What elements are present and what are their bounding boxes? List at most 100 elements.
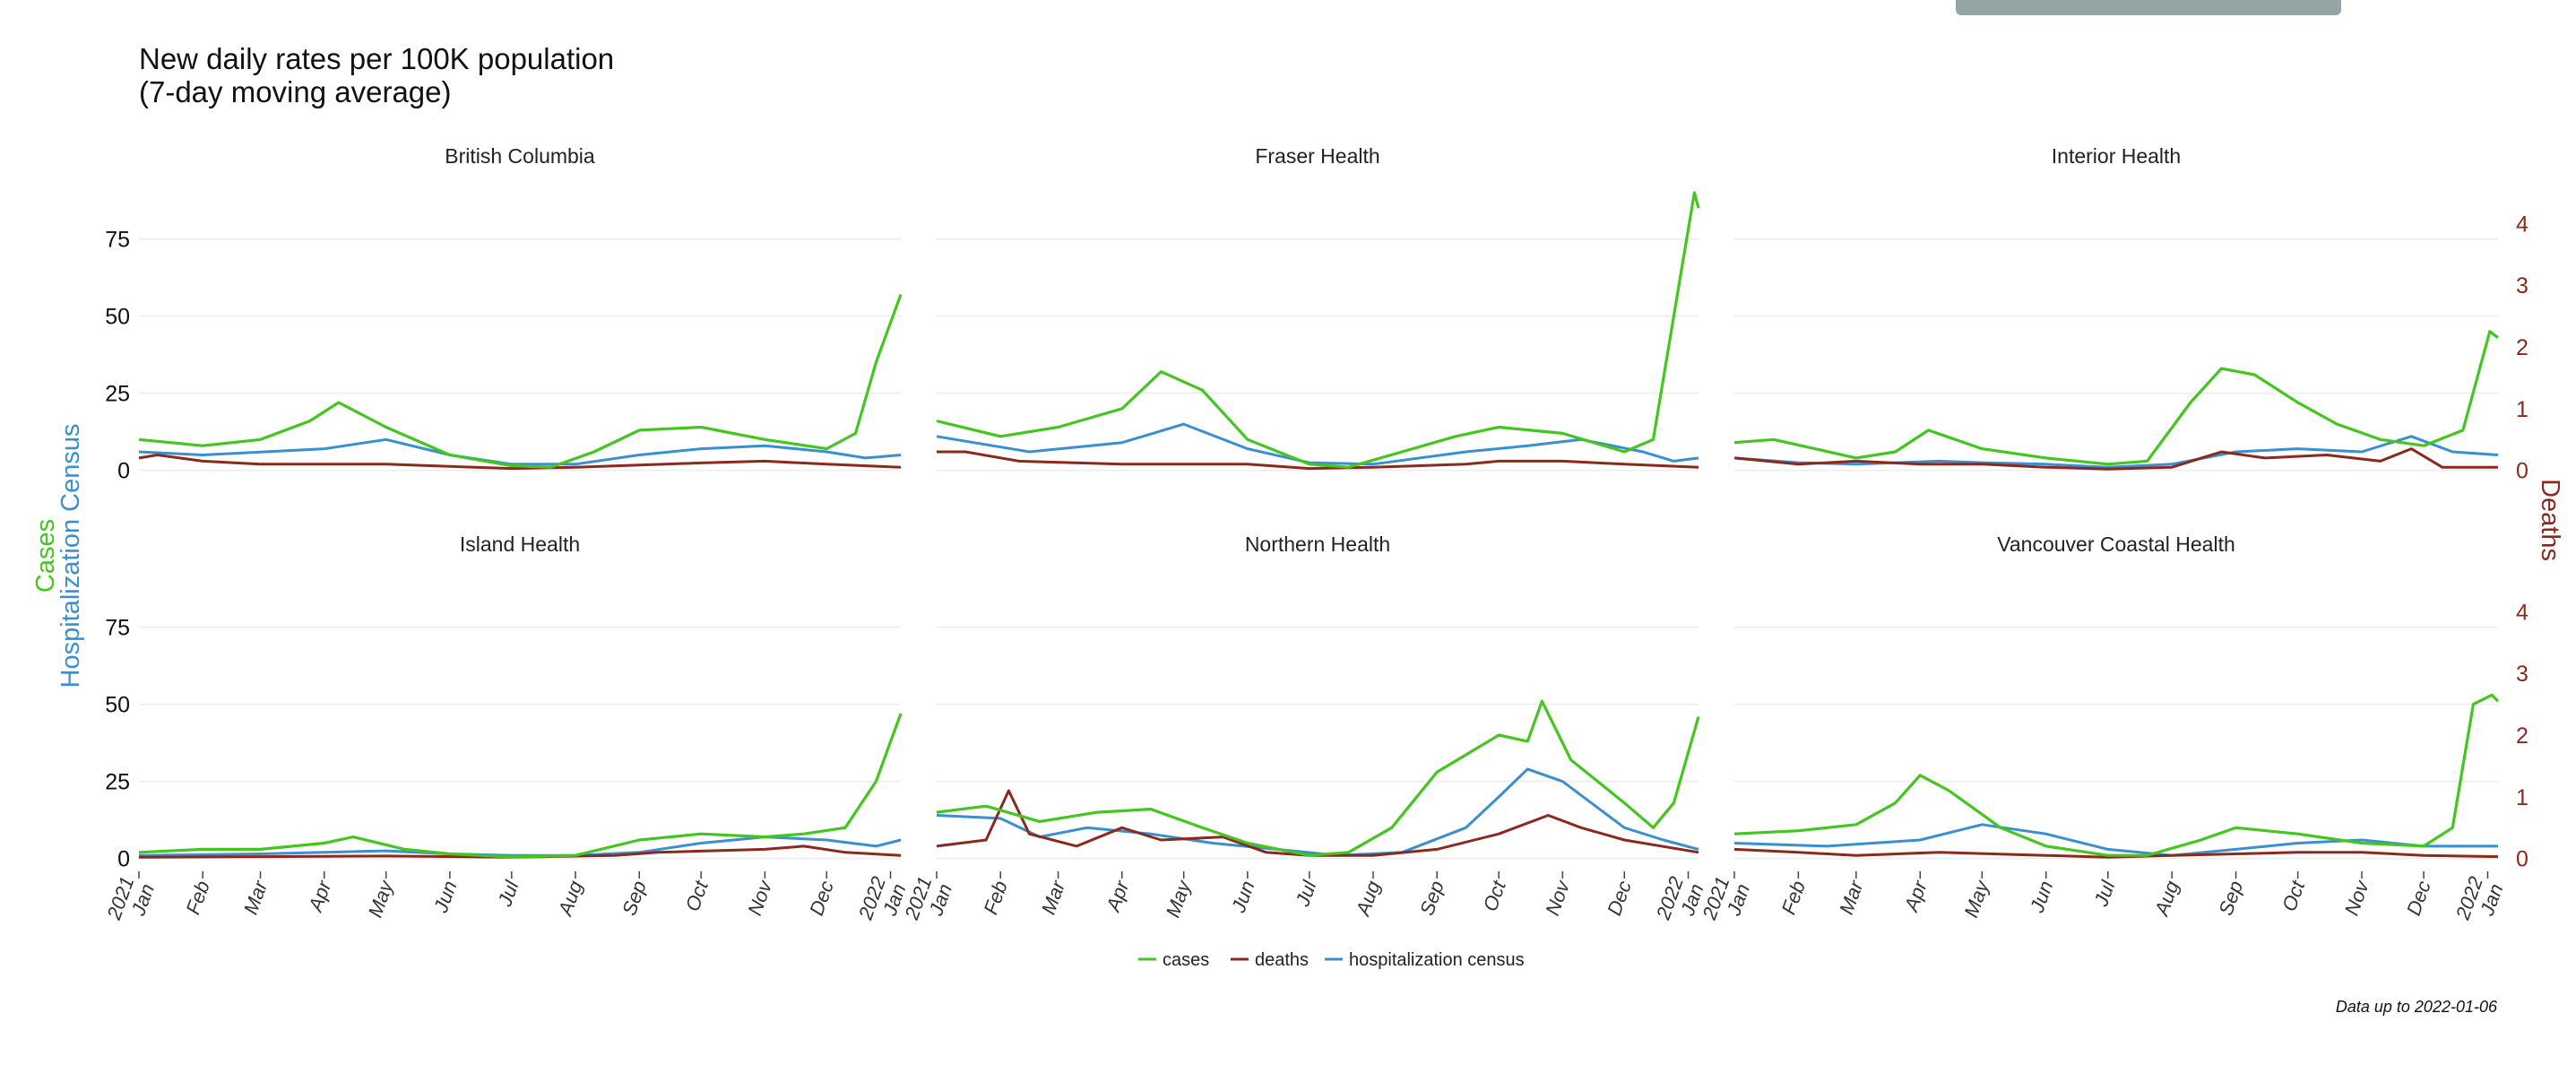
x-tick-label: Apr [304,877,336,916]
panel-british-columbia: British Columbia 0 25 50 75 [105,144,903,484]
x-tick-label: Sep [1415,878,1448,918]
legend-label: cases [1163,950,1209,970]
y-left-tick-label: 0 [117,459,130,484]
panels-layer: British Columbia 0 25 50 75 Fraser Health Inte… [102,144,2528,931]
y-right-tick-label: 3 [2516,662,2528,687]
y-right-tick-label: 0 [2516,459,2528,484]
series-line-cases [138,713,903,859]
x-tick-label: Apr [1899,877,1932,916]
legend-item-cases[interactable]: cases [1138,950,1209,970]
series-line-cases [936,191,1700,469]
legend-item-deaths[interactable]: deaths [1231,950,1309,970]
y-right-tick-label: 4 [2516,600,2528,625]
y-axis-label-deaths: Deaths [2536,479,2564,561]
x-tick-label: Jul [2089,877,2120,910]
legend-label: deaths [1255,950,1309,970]
series-line-cases [1733,330,2499,466]
y-right-tick-label: 2 [2516,723,2528,749]
y-right-tick-label: 2 [2516,335,2528,360]
chart-title-line1: New daily rates per 100K population [139,42,614,75]
x-tick-label: May [1162,876,1196,920]
y-left-tick-label: 50 [105,693,130,718]
y-left-tick-label: 25 [105,382,130,407]
x-tick-label: Jun [429,878,462,916]
series-line-cases [936,699,1700,857]
x-tick-label: Jun [2025,878,2057,916]
x-tick-label: Sep [2214,878,2247,918]
x-tick-label: Aug [1351,877,1385,920]
series-line-deaths [138,844,902,859]
legend-item-hospitalization-census[interactable]: hospitalization census [1325,950,1525,970]
chart-title-line2: (7-day moving average) [139,75,452,108]
x-tick-label: Mar [1037,877,1070,918]
x-tick-label: Mar [239,877,272,918]
y-right-tick-label: 1 [2516,785,2528,810]
series-line-hospitalization [138,836,902,857]
series-line-hospitalization [936,767,1699,857]
x-tick-label: Sep [618,878,651,918]
y-right-tick-label: 1 [2516,397,2528,422]
y-right-tick-label: 3 [2516,273,2528,299]
x-tick-label: Feb [181,878,213,917]
series-line-deaths [936,789,1699,857]
series-line-hospitalization [1733,823,2498,857]
x-tick-label: May [1959,876,1993,920]
x-tick-label: 2021Jan [900,873,956,931]
x-tick-label: 2022Jan [1651,873,1707,931]
panel-title: Fraser Health [1255,144,1379,168]
x-tick-label: Aug [553,877,587,920]
y-right-tick-label: 4 [2516,212,2528,237]
y-axis-label-hosp: Hospitalization Census [56,424,85,688]
y-left-tick-label: 50 [105,305,130,330]
x-tick-label: 2022Jan [853,873,910,931]
y-left-tick-label: 75 [105,228,130,253]
x-tick-label: Jun [1227,878,1259,916]
panel-title: Interior Health [2052,144,2181,168]
panel-fraser-health: Fraser Health [936,144,1700,472]
x-tick-label: May [364,876,398,920]
panel-island-health: Island Health 0 25 50 75 2021Jan Feb Mar Apr May J… [102,532,911,931]
y-left-tick-label: 0 [117,847,130,872]
x-tick-label: Oct [1479,877,1511,914]
x-tick-label: Oct [681,877,713,914]
x-tick-label: Jul [493,877,523,910]
series-line-hospitalization [1733,435,2499,469]
panel-interior-health: Interior Health 0 1 2 3 4 [1733,144,2528,484]
x-tick-label: Aug [2149,877,2183,920]
x-tick-label: Nov [743,876,777,918]
x-tick-label: Nov [2340,876,2374,918]
legend[interactable]: cases deaths hospitalization census [1138,950,1525,970]
top-toolbar-bar[interactable] [1956,0,2341,15]
legend-label: hospitalization census [1349,950,1525,970]
x-tick-label: Apr [1102,877,1134,916]
panel-title: Island Health [460,532,580,556]
footnote-data-date: Data up to 2022-01-06 [2336,998,2498,1016]
series-line-hospitalization [138,437,902,466]
series-line-cases [1733,693,2500,857]
x-tick-label: Oct [2278,877,2310,914]
series-line-hospitalization [936,422,1699,466]
y-left-tick-label: 25 [105,770,130,795]
x-tick-label: 2021Jan [1698,873,1754,931]
x-tick-label: Dec [805,878,838,918]
x-tick-label: Dec [2402,878,2435,918]
x-tick-label: Nov [1541,876,1575,918]
series-line-deaths [1733,447,2498,471]
x-tick-label: 2021Jan [102,873,159,931]
series-line-deaths [1733,847,2499,859]
panel-vancouver-coastal-health: Vancouver Coastal Health 0 1 2 3 4 2021Jan Feb M… [1698,532,2528,931]
y-axis-label-cases: Cases [31,519,60,593]
panel-title: Northern Health [1245,532,1390,556]
x-tick-label: 2022Jan [2451,873,2507,931]
x-tick-label: Feb [1777,878,1810,917]
x-tick-label: Jul [1291,877,1321,910]
y-right-tick-label: 0 [2516,847,2528,872]
panel-northern-health: Northern Health 2021Jan Feb Mar Apr May Jun Jul… [900,532,1708,931]
y-left-tick-label: 75 [105,616,130,641]
series-line-deaths [138,454,902,471]
x-tick-label: Mar [1835,877,1868,918]
x-tick-label: Feb [979,878,1011,917]
panel-title: Vancouver Coastal Health [1997,532,2235,556]
x-tick-label: Dec [1603,878,1636,918]
